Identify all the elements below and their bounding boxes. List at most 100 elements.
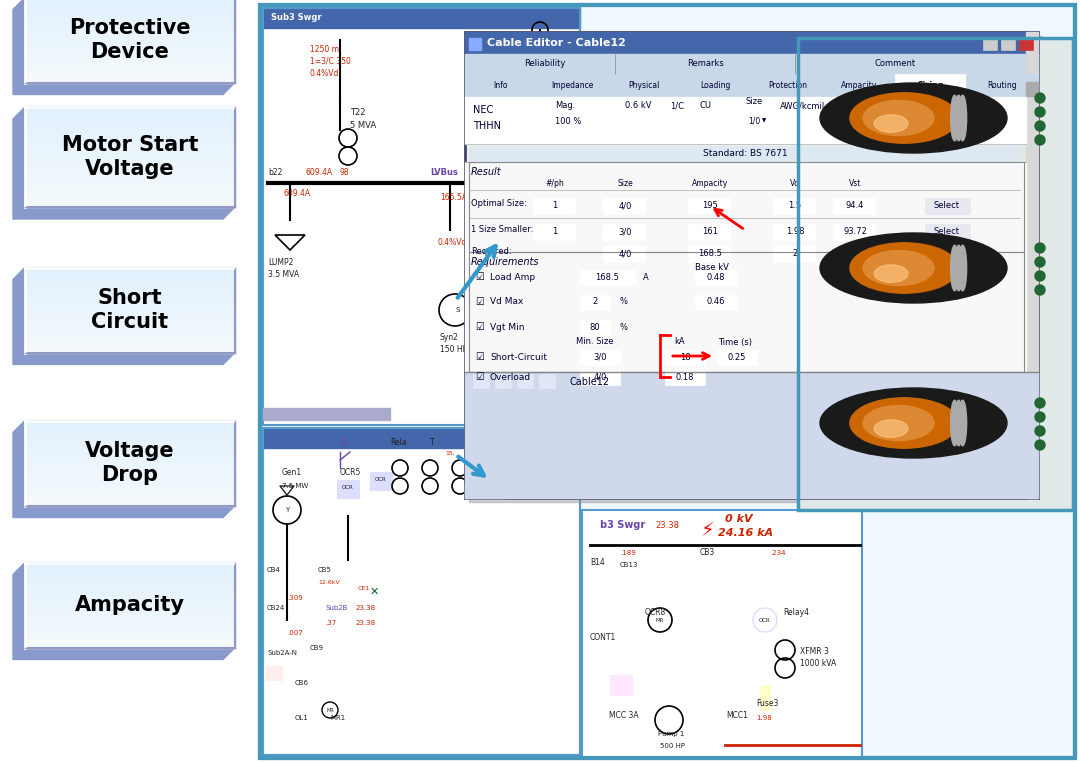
FancyArrowPatch shape (673, 353, 710, 359)
Text: Physical: Physical (629, 81, 660, 89)
Polygon shape (465, 486, 505, 498)
Text: 1 Size Smaller:: 1 Size Smaller: (471, 226, 534, 234)
Text: 168.5: 168.5 (698, 250, 721, 259)
Text: Base kV: Base kV (696, 262, 729, 272)
Bar (688, 246, 730, 262)
Bar (688, 198, 730, 214)
Bar (25, 605, 235, 608)
Text: Comment: Comment (875, 60, 916, 69)
Text: OCR: OCR (759, 617, 771, 623)
Text: Protective
Device: Protective Device (69, 18, 191, 62)
Text: CONT1: CONT1 (590, 633, 617, 642)
Bar (25, 282, 235, 285)
Bar (25, 491, 235, 494)
Bar (25, 276, 235, 278)
Bar (539, 374, 555, 388)
Text: Vst: Vst (849, 179, 861, 188)
Text: T22: T22 (350, 108, 365, 117)
Bar (25, 562, 235, 648)
Bar (25, 51, 235, 54)
Text: 195: 195 (702, 201, 718, 211)
Text: 0.18: 0.18 (676, 372, 694, 382)
Text: CB4: CB4 (267, 567, 281, 573)
Bar (798, 38, 1074, 510)
Bar (25, 71, 235, 74)
Text: Select: Select (934, 227, 960, 237)
Text: A: A (643, 272, 649, 282)
Ellipse shape (850, 398, 958, 448)
Text: CE1: CE1 (357, 586, 370, 591)
Bar (25, 427, 235, 429)
Text: 500 HP: 500 HP (660, 743, 685, 749)
Text: OL1: OL1 (295, 715, 309, 721)
Text: 2: 2 (793, 250, 798, 259)
Text: MCC 3A: MCC 3A (609, 711, 638, 720)
Text: 0.4%Vd: 0.4%Vd (310, 69, 339, 78)
Bar (25, 446, 235, 449)
Text: ☑: ☑ (475, 297, 484, 307)
Text: 0.5%Vd: 0.5%Vd (508, 238, 538, 247)
Text: Motor Start
Voltage: Motor Start Voltage (62, 135, 199, 179)
Polygon shape (469, 36, 1042, 502)
Text: Y: Y (285, 507, 289, 513)
Text: Standard: BS 7671: Standard: BS 7671 (703, 150, 787, 159)
Bar (924, 198, 970, 214)
Circle shape (1035, 93, 1045, 103)
Bar (610, 675, 632, 695)
Bar (25, 460, 235, 463)
Text: 161: 161 (702, 227, 718, 237)
Ellipse shape (820, 83, 1007, 153)
Polygon shape (465, 252, 1026, 372)
Polygon shape (469, 38, 481, 50)
Bar (696, 270, 737, 285)
Text: .309: .309 (287, 595, 302, 601)
Text: Result: Result (471, 167, 501, 177)
Bar (25, 121, 235, 124)
Text: Overload: Overload (490, 372, 531, 382)
Bar (833, 198, 875, 214)
Bar (25, 143, 235, 147)
Bar (603, 224, 645, 240)
Text: 4/0: 4/0 (593, 372, 607, 382)
Bar (25, 435, 235, 437)
Text: CU: CU (700, 101, 712, 111)
Bar (25, 639, 235, 642)
Bar (25, 79, 235, 82)
Bar (264, 428, 580, 755)
Bar (25, 565, 235, 568)
Bar (25, 0, 235, 82)
Ellipse shape (959, 95, 967, 140)
Bar (25, 449, 235, 452)
Circle shape (1035, 440, 1045, 450)
Text: Relay4: Relay4 (783, 608, 809, 617)
Text: S: S (456, 307, 460, 313)
Polygon shape (275, 235, 305, 250)
Text: 280 kVA: 280 kVA (508, 335, 539, 344)
Bar (25, 160, 235, 164)
Bar (833, 224, 875, 240)
Bar (25, 327, 235, 330)
Bar (25, 9, 235, 11)
Bar (25, 107, 235, 207)
Text: 1.98: 1.98 (786, 227, 805, 237)
Bar (25, 633, 235, 636)
Bar (25, 197, 235, 201)
Bar (25, 494, 235, 497)
Bar (603, 198, 645, 214)
Text: ☑: ☑ (475, 322, 484, 332)
Bar (25, 270, 235, 273)
FancyArrowPatch shape (715, 209, 743, 228)
Ellipse shape (850, 93, 958, 143)
Bar (580, 350, 620, 365)
Text: 12.6kV: 12.6kV (318, 580, 340, 585)
Text: ☑: ☑ (475, 272, 484, 282)
Text: Voltage
Drop: Voltage Drop (85, 442, 175, 485)
Text: Syn2: Syn2 (440, 333, 459, 342)
Bar (25, 31, 235, 34)
Text: 1000 kVA: 1000 kVA (800, 659, 836, 668)
Circle shape (1035, 426, 1045, 436)
Text: kA: kA (675, 337, 686, 346)
Text: CB3: CB3 (700, 548, 715, 557)
Bar (25, 628, 235, 630)
Polygon shape (465, 162, 1026, 252)
